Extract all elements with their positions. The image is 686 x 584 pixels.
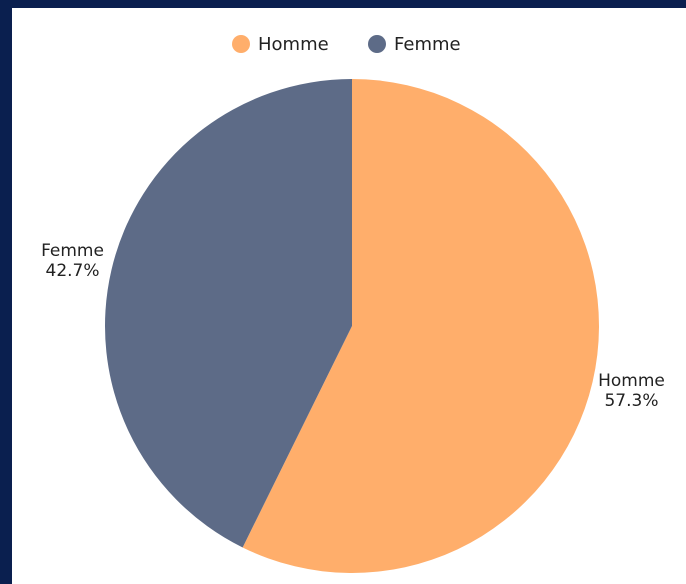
slice-label-name: Femme [41, 241, 104, 261]
slice-label-value: 57.3% [604, 391, 658, 411]
legend-marker [368, 35, 386, 53]
pie-slice [105, 79, 352, 548]
pie-slice [242, 79, 599, 573]
slice-label-name: Homme [598, 371, 665, 391]
legend-label: Femme [394, 34, 461, 55]
legend-marker [232, 35, 250, 53]
slice-label-value: 42.7% [46, 261, 100, 281]
legend-label: Homme [258, 34, 329, 55]
